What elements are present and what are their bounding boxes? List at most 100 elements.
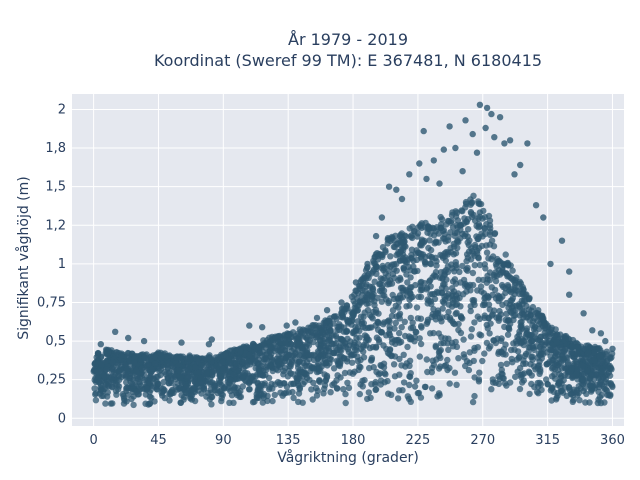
data-point [141,354,148,361]
data-point [356,334,363,341]
data-point [99,371,107,379]
data-point [147,375,154,382]
data-point [470,192,477,199]
data-point [337,374,344,381]
data-point [273,362,281,369]
outlier-point [483,104,491,112]
data-point [432,342,439,349]
data-point [576,397,583,404]
data-point [517,280,525,287]
data-point [280,367,287,375]
data-point [282,338,289,346]
data-point [543,360,550,368]
data-point [566,387,573,394]
data-point [372,306,380,313]
y-tick-label: 0,75 [37,295,66,310]
data-point [131,359,138,367]
outlier-point [506,137,514,144]
data-point [477,283,485,290]
data-point [445,294,453,302]
data-point [151,360,159,367]
data-point [510,312,517,319]
data-point [461,354,468,361]
data-point [379,291,386,299]
data-point [418,224,425,232]
data-point [351,291,358,298]
data-point [598,391,606,398]
data-point [92,397,100,404]
data-point [396,339,403,346]
data-point [432,316,440,323]
data-point [399,239,407,247]
data-point [575,383,582,390]
data-point [470,357,477,365]
data-point [231,384,238,392]
outlier-point [364,260,371,268]
y-tick-label: 2 [58,102,66,117]
data-point [507,379,514,386]
data-point [445,308,452,316]
data-point [321,382,329,389]
data-point [336,343,343,350]
data-point [477,200,485,208]
outlier-point [501,140,508,147]
data-point [520,308,528,315]
outlier-point [524,140,531,147]
data-point [255,343,262,351]
data-point [96,378,103,385]
data-point [295,398,302,406]
data-point [541,322,549,329]
data-point [469,269,477,277]
data-point [475,224,482,231]
outlier-point [473,149,481,156]
data-point [595,396,602,403]
data-point [361,309,368,316]
data-point [515,301,523,308]
data-point [314,334,321,341]
data-point [396,329,403,337]
data-point [356,363,363,370]
data-point [133,367,140,375]
data-point [404,279,411,286]
data-point [310,379,317,386]
data-point [472,217,479,224]
data-point [562,346,569,353]
data-point [481,225,488,232]
data-point [408,284,415,291]
data-point [455,355,462,362]
data-point [543,333,550,341]
data-point [512,373,519,381]
data-point [149,365,156,372]
data-point [435,330,442,337]
outlier-point [459,168,466,175]
outlier-point [246,322,253,329]
data-point [464,254,472,261]
data-point [400,379,408,386]
data-point [569,343,576,350]
data-point [365,270,372,278]
tick-labels-layer: 0 45 90 135 180 225 270 315 360 0 0,25 0,5 0,75 1 1,2 1… [37,102,625,448]
data-point [414,249,422,256]
data-point [407,233,415,240]
data-point [463,288,470,295]
data-point [507,286,515,293]
data-point [491,307,498,314]
outlier-point [313,314,321,322]
data-point [109,400,116,407]
data-point [364,336,371,343]
data-point [390,237,398,244]
data-point [543,376,550,383]
data-point [497,361,505,369]
data-point [407,274,414,281]
data-point [437,251,444,259]
data-point [462,230,469,237]
data-point [360,278,367,285]
outlier-point [292,319,299,326]
data-point [278,346,285,354]
chart-title-line-1: År 1979 - 2019 [288,30,408,49]
data-point [322,360,329,367]
data-point [348,321,355,328]
data-point [348,359,356,366]
data-point [596,352,604,360]
outlier-point [589,327,596,334]
